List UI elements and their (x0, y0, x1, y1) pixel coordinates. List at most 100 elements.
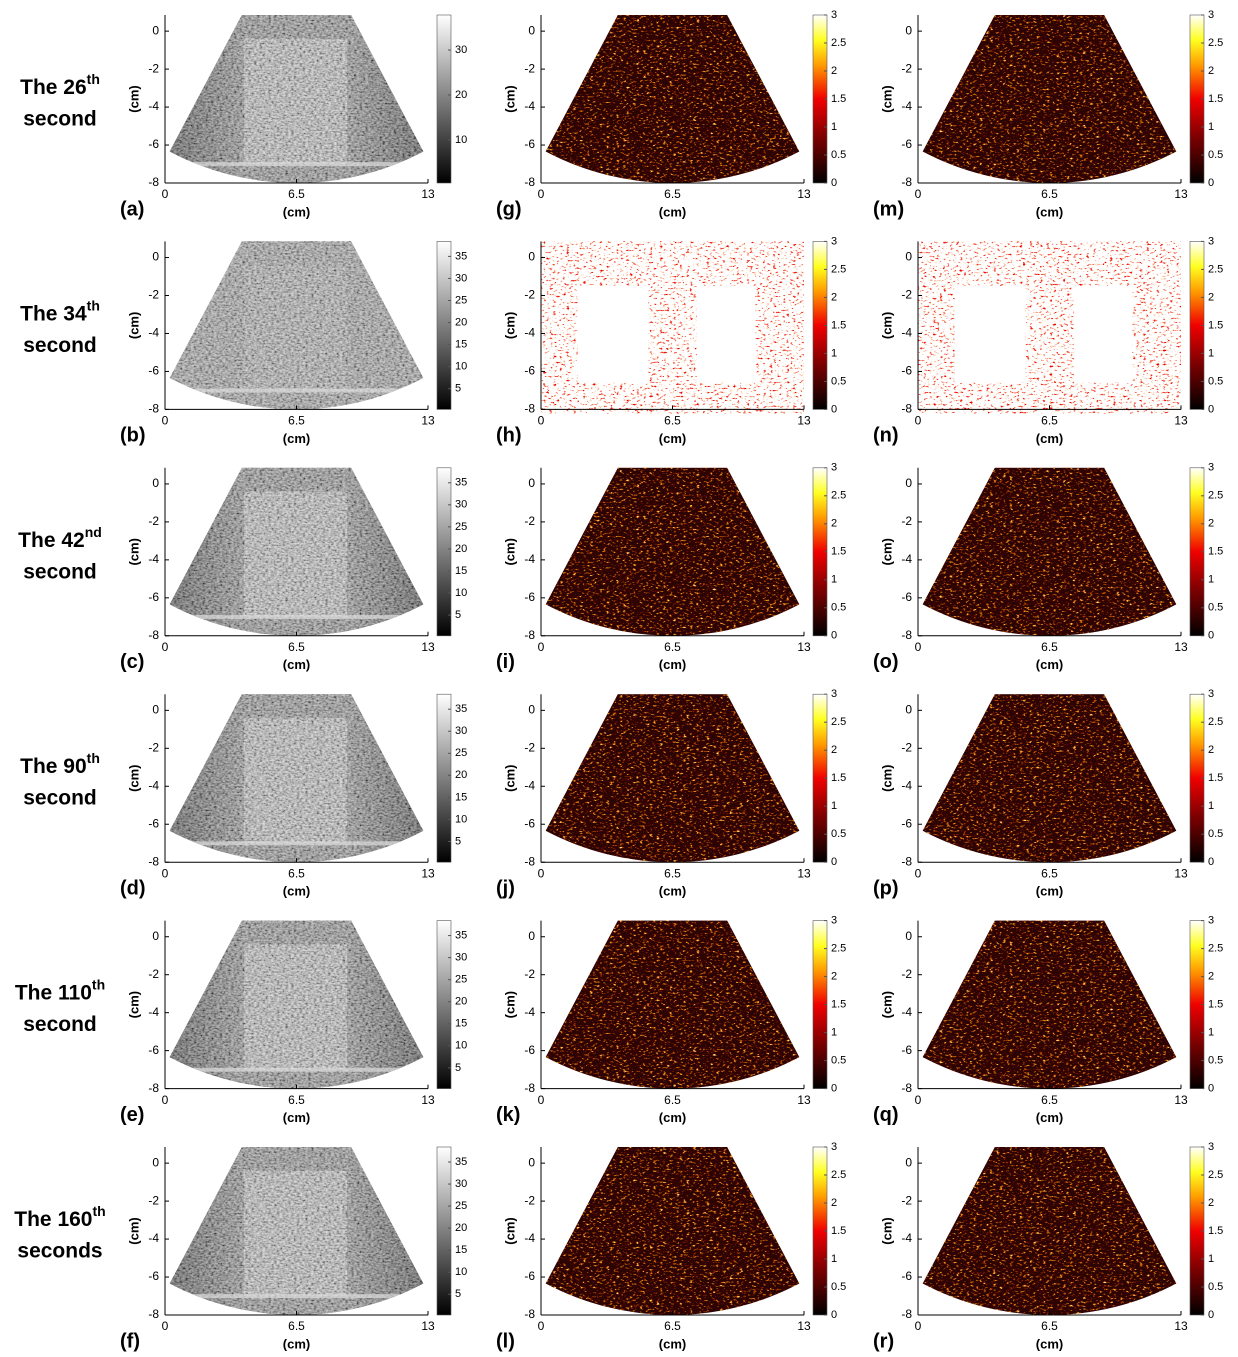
row-label-suffix: th (87, 297, 100, 313)
y-axis-label: (cm) (502, 764, 517, 791)
y-tick-label: -2 (148, 967, 159, 981)
ultrasound-image (541, 15, 804, 187)
panel-letter: (o) (873, 651, 899, 673)
colorbar-tick-label: 15 (455, 791, 467, 803)
y-tick-label: -2 (901, 61, 912, 75)
colorbar-tick-label: 10 (455, 587, 467, 599)
panel-letter: (k) (496, 1104, 520, 1126)
colorbar-tick-label: 1 (1208, 1253, 1214, 1265)
colorbar-tick-label: 1.5 (831, 319, 846, 331)
colorbar-tick-label: 1 (1208, 574, 1214, 586)
x-tick-label: 6.5 (1041, 414, 1058, 428)
colorbar-tick-label: 0 (1208, 177, 1214, 189)
colorbar-tick-label: 3 (1208, 462, 1214, 474)
colorbar-tick-label: 5 (455, 1062, 461, 1074)
speckle (541, 921, 804, 1093)
x-tick-label: 13 (1174, 640, 1188, 654)
speckle (165, 1147, 428, 1319)
x-axis-label: (cm) (283, 884, 310, 899)
colorbar-tick-label: 1.5 (831, 999, 846, 1011)
panel-letter: (q) (873, 1104, 899, 1126)
y-tick-label: -2 (524, 514, 535, 528)
y-tick-label: -8 (148, 402, 159, 416)
x-tick-label: 0 (162, 866, 169, 880)
y-tick-label: 0 (528, 929, 535, 943)
colorbar-tick-label: 1.5 (831, 1225, 846, 1237)
colorbar-tick-label: 0 (831, 403, 837, 415)
y-tick-label: -8 (901, 175, 912, 189)
x-tick-label: 0 (538, 1093, 545, 1107)
row-label: The 90th (20, 750, 100, 778)
y-tick-label: -8 (524, 1307, 535, 1321)
row-label-unit: second (23, 108, 97, 131)
y-tick-label: -2 (901, 514, 912, 528)
x-tick-label: 0 (538, 1319, 545, 1333)
colorbar-tick-label: 10 (455, 1040, 467, 1052)
colorbar-tick-label: 10 (455, 361, 467, 373)
ultrasound-image (165, 468, 428, 640)
x-axis-label: (cm) (1036, 1336, 1063, 1351)
y-tick-label: -4 (524, 552, 535, 566)
colorbar-tick-label: 1 (1208, 347, 1214, 359)
colorbar-tick-label: 1 (831, 800, 837, 812)
colorbar-tick-label: 35 (455, 1156, 467, 1168)
colorbar-tick-label: 0 (831, 630, 837, 642)
colorbar-tick-label: 30 (455, 725, 467, 737)
colorbar-tick-label: 0.5 (831, 1281, 846, 1293)
panel-letter: (p) (873, 877, 899, 899)
speckle (541, 468, 804, 640)
y-tick-label: -6 (901, 816, 912, 830)
row-label-unit: second (23, 560, 97, 583)
ultrasound-image (918, 241, 1181, 413)
colorbar-tick-label: 2.5 (1208, 490, 1223, 502)
y-tick-label: -4 (148, 326, 159, 340)
inner-white-left (954, 286, 1025, 383)
y-tick-label: -6 (148, 816, 159, 830)
x-axis-label: (cm) (1036, 657, 1063, 672)
colorbar-tick-label: 5 (455, 383, 461, 395)
x-tick-label: 0 (538, 187, 545, 201)
row-label-number: The 42 (18, 528, 85, 551)
ultrasound-image (918, 15, 1181, 187)
colorbar-tick-label: 1 (831, 1253, 837, 1265)
colorbar-tick-label: 2 (831, 518, 837, 530)
y-tick-label: -6 (524, 816, 535, 830)
y-tick-label: -4 (524, 778, 535, 792)
x-tick-label: 13 (421, 1319, 435, 1333)
panel-letter: (e) (120, 1104, 144, 1126)
x-tick-label: 13 (421, 187, 435, 201)
y-tick-label: 0 (152, 476, 159, 490)
speckle (541, 694, 804, 866)
bottom-echo (165, 162, 428, 166)
x-tick-label: 6.5 (1041, 187, 1058, 201)
row-label-number: The 34 (20, 302, 87, 325)
speckle (918, 15, 1181, 187)
x-tick-label: 0 (162, 1093, 169, 1107)
y-tick-label: 0 (528, 703, 535, 717)
colorbar-tick-label: 3 (831, 462, 837, 474)
y-tick-label: -8 (524, 628, 535, 642)
x-tick-label: 13 (1174, 187, 1188, 201)
x-axis-label: (cm) (283, 1336, 310, 1351)
figure: The 26thsecondThe 34thsecondThe 42ndseco… (0, 0, 1238, 1357)
x-tick-label: 0 (915, 414, 922, 428)
row-label-number: The 110 (15, 981, 92, 1004)
panel-letter: (h) (496, 425, 522, 447)
y-tick-label: -2 (524, 61, 535, 75)
x-tick-label: 13 (1174, 866, 1188, 880)
colorbar-tick-label: 2.5 (831, 263, 846, 275)
colorbar-tick-label: 2.5 (831, 490, 846, 502)
panel-letter: (i) (496, 651, 515, 673)
x-tick-label: 6.5 (664, 414, 681, 428)
y-tick-label: -2 (901, 740, 912, 754)
x-axis-label: (cm) (659, 1110, 686, 1125)
y-tick-label: -4 (524, 1005, 535, 1019)
ultrasound-image (165, 1147, 428, 1319)
x-tick-label: 0 (915, 866, 922, 880)
y-tick-label: -8 (148, 175, 159, 189)
y-axis-label: (cm) (502, 312, 517, 339)
x-tick-label: 6.5 (288, 1093, 305, 1107)
